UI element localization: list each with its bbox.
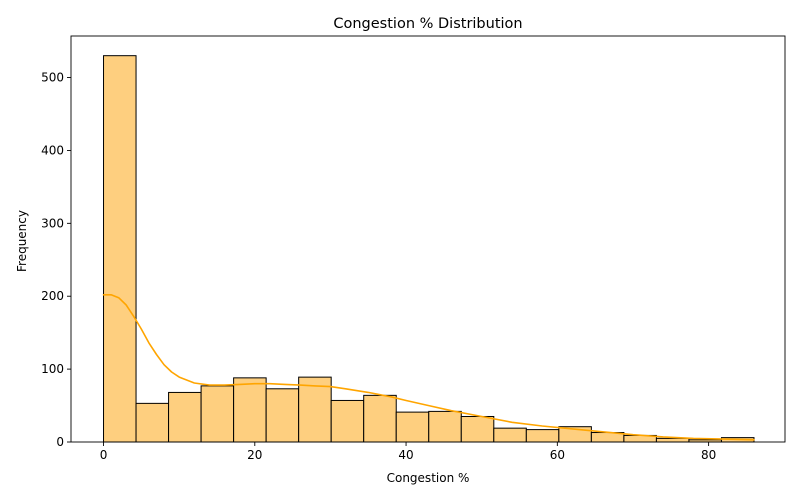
y-tick-label: 400	[41, 143, 64, 157]
y-tick-label: 300	[41, 216, 64, 230]
histogram-bar	[265, 388, 300, 443]
y-axis-label: Frequency	[15, 210, 29, 272]
histogram-bar	[395, 411, 430, 443]
histogram-bar	[363, 394, 397, 443]
histogram-bar	[330, 399, 365, 443]
chart-title: Congestion % Distribution	[333, 16, 522, 32]
histogram-bar	[135, 402, 170, 443]
y-tick-label: 100	[41, 362, 64, 376]
y-tick-label: 500	[41, 71, 64, 85]
histogram-bar	[103, 55, 137, 443]
plot-area: 0 20 40 60 80 0 100 200 300 400 500	[41, 35, 786, 462]
x-tick-label: 20	[247, 448, 262, 462]
histogram-bar	[168, 391, 202, 443]
histogram-bar	[200, 385, 235, 443]
x-tick-label: 0	[100, 448, 108, 462]
histogram-bar	[493, 427, 527, 443]
y-tick-label: 200	[41, 289, 64, 303]
x-tick-label: 60	[550, 448, 565, 462]
axes-frame	[70, 35, 786, 443]
x-tick-label: 80	[701, 448, 716, 462]
histogram-bar	[460, 415, 495, 443]
histogram-bar	[428, 410, 462, 443]
x-tick-label: 40	[398, 448, 413, 462]
histogram-bar	[233, 377, 267, 443]
histogram-bar	[655, 437, 690, 443]
y-tick-label: 0	[56, 435, 64, 449]
histogram-bar	[298, 376, 332, 443]
histogram-bar	[525, 429, 560, 443]
x-axis-label: Congestion %	[387, 471, 470, 485]
kde-line	[102, 293, 755, 441]
